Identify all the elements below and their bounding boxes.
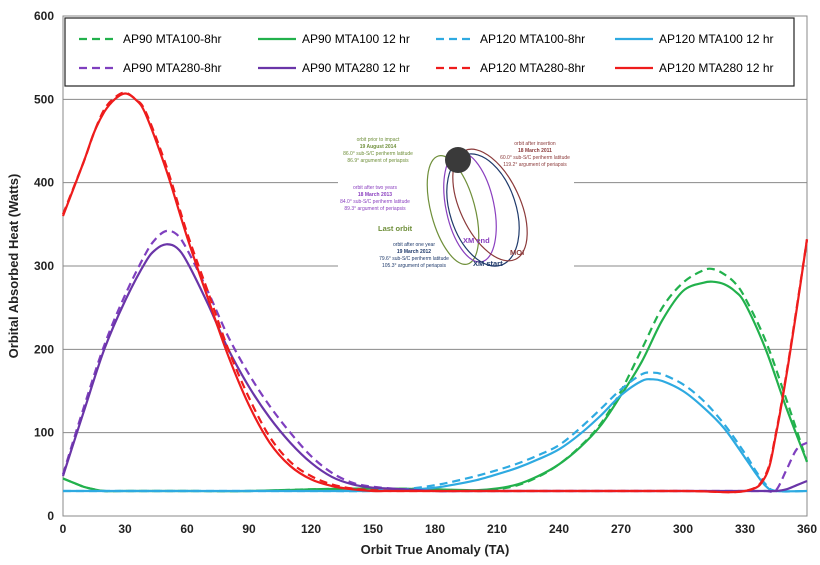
note-insertion-line-2: 18 March 2011	[518, 148, 552, 154]
x-tick-label: 360	[797, 522, 817, 536]
note-two-years-line-4: 89.3° argument of periapsis	[344, 206, 406, 212]
legend-items: AP90 MTA100-8hr AP90 MTA100 12 hr AP120 MT…	[79, 32, 774, 75]
inset-label-xm-end: XM end	[463, 236, 490, 245]
tick-labels: 0 100 200 300 400 500 600 0 30 60 90 120 150 180 210 24…	[34, 9, 817, 536]
legend-label-ap120-mta280-12-hr: AP120 MTA280 12 hr	[659, 61, 774, 75]
legend-label-ap90-mta100-12-hr: AP90 MTA100 12 hr	[302, 32, 410, 46]
x-tick-label: 90	[242, 522, 256, 536]
legend-label-ap90-mta100-8hr: AP90 MTA100-8hr	[123, 32, 222, 46]
y-tick-label: 400	[34, 176, 54, 190]
inset-note-prior: orbit prior to impact 19 August 2014 86.…	[343, 137, 413, 164]
x-tick-label: 0	[60, 522, 67, 536]
note-one-year-line-4: 105.3° argument of periapsis	[382, 263, 446, 269]
legend-label-ap120-mta280-8hr: AP120 MTA280-8hr	[480, 61, 585, 75]
y-axis-title: Orbital Absorbed Heat (Watts)	[6, 174, 21, 359]
inset-note-two-years: orbit after two years 18 March 2013 84.0…	[340, 185, 410, 212]
x-tick-label: 30	[118, 522, 132, 536]
inset-background	[338, 118, 574, 270]
y-tick-label: 0	[47, 509, 54, 523]
note-prior-line-3: 86.0° sub-S/C periherm latitude	[343, 151, 413, 157]
note-prior-line-1: orbit prior to impact	[357, 137, 400, 143]
x-tick-label: 120	[301, 522, 321, 536]
note-two-years-line-1: orbit after two years	[353, 185, 397, 191]
series-lines	[61, 91, 809, 494]
note-insertion-line-4: 119.2° argument of periapsis	[503, 162, 567, 168]
y-tick-label: 600	[34, 9, 54, 23]
note-two-years-line-2: 18 March 2013	[358, 192, 392, 198]
legend-box	[64, 17, 795, 87]
legend-label-ap120-mta100-12-hr: AP120 MTA100 12 hr	[659, 32, 774, 46]
legend-label-ap90-mta280-8hr: AP90 MTA280-8hr	[123, 61, 222, 75]
x-tick-label: 210	[487, 522, 507, 536]
inset-note-one-year: orbit after one year 19 March 2012 79.6°…	[379, 242, 449, 269]
note-one-year-line-1: orbit after one year	[393, 242, 435, 248]
note-insertion-line-1: orbit after insertion	[514, 141, 556, 147]
x-tick-label: 300	[673, 522, 693, 536]
x-tick-label: 180	[425, 522, 445, 536]
note-insertion-line-3: 60.0° sub-S/C periherm latitude	[500, 155, 570, 161]
mercury-planet-icon	[445, 147, 471, 173]
x-tick-label: 60	[180, 522, 194, 536]
series-line-ap90-mta280-8hr	[61, 229, 808, 494]
x-tick-label: 270	[611, 522, 631, 536]
x-tick-label: 240	[549, 522, 569, 536]
legend-label-ap120-mta100-8hr: AP120 MTA100-8hr	[480, 32, 585, 46]
legend: AP90 MTA100-8hr AP90 MTA100 12 hr AP120 MT…	[64, 17, 795, 87]
x-axis-title: Orbit True Anomaly (TA)	[361, 542, 510, 557]
inset-label-moi: MOI	[510, 248, 524, 257]
y-tick-label: 200	[34, 342, 54, 356]
series-line-ap120-mta280-12-hr	[61, 92, 809, 494]
series-line-ap90-mta100-8hr	[62, 267, 809, 493]
note-prior-line-4: 86.9° argument of periapsis	[347, 158, 409, 164]
series-line-ap120-mta100-12-hr	[62, 378, 808, 493]
inset-note-insertion: orbit after insertion 18 March 2011 60.0…	[500, 141, 570, 168]
plot-frame	[62, 15, 808, 517]
orbit-inset-diagram: orbit prior to impact 19 August 2014 86.…	[338, 118, 574, 270]
y-tick-label: 300	[34, 259, 54, 273]
y-tick-label: 500	[34, 92, 54, 106]
note-one-year-line-2: 19 March 2012	[397, 249, 431, 255]
x-tick-label: 330	[735, 522, 755, 536]
last-orbit-ellipse	[426, 155, 480, 265]
note-one-year-line-3: 79.6° sub-S/C periherm latitude	[379, 256, 449, 262]
inset-label-xm-start: XM start	[473, 259, 503, 268]
note-prior-line-2: 19 August 2014	[360, 144, 397, 150]
x-tick-label: 150	[363, 522, 383, 536]
inset-label-last-orbit: Last orbit	[378, 224, 413, 233]
y-tick-label: 100	[34, 426, 54, 440]
legend-label-ap90-mta280-12-hr: AP90 MTA280 12 hr	[302, 61, 410, 75]
note-two-years-line-3: 84.0° sub-S/C periherm latitude	[340, 199, 410, 205]
